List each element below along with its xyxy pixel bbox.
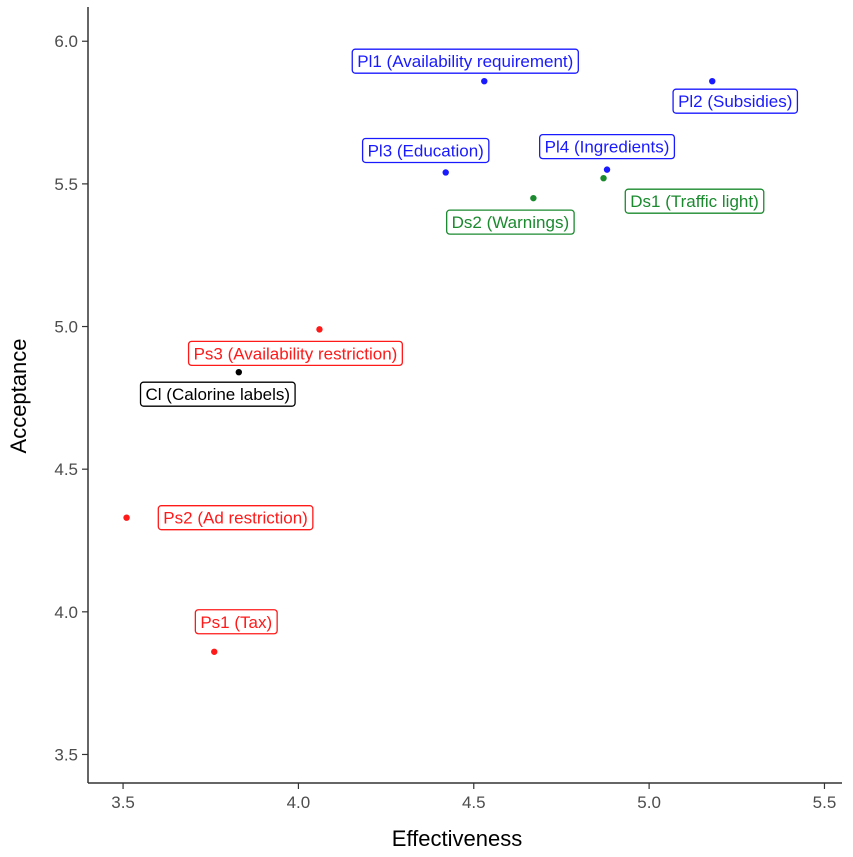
point-label: Ps1 (Tax) <box>194 609 278 635</box>
label-box <box>361 137 490 164</box>
label-text: Ps3 (Availability restriction) <box>194 344 398 363</box>
data-point <box>481 77 488 85</box>
point-label: Pl1 (Availability requirement) <box>351 48 579 74</box>
label-box <box>539 133 676 160</box>
x-axis-title: Effectiveness <box>392 826 522 851</box>
point-label: Pl3 (Education) <box>361 137 490 164</box>
label-box <box>194 609 278 635</box>
label-box <box>624 188 765 214</box>
label-text: Ds2 (Warnings) <box>452 213 569 232</box>
y-tick-label: 5.0 <box>54 318 78 337</box>
y-tick-label: 4.0 <box>54 603 78 622</box>
y-tick-label: 6.0 <box>54 32 78 51</box>
label-box <box>672 88 799 114</box>
label-box <box>139 381 296 407</box>
x-tick-label: 4.5 <box>462 793 486 812</box>
point-label: Pl4 (Ingredients) <box>539 133 676 160</box>
point-label: Ps2 (Ad restriction) <box>157 505 314 531</box>
label-text: Pl1 (Availability requirement) <box>357 52 573 71</box>
label-text: Ds1 (Traffic light) <box>630 192 758 211</box>
label-text: Pl3 (Education) <box>368 141 484 160</box>
data-point <box>235 368 242 376</box>
axes <box>87 7 842 784</box>
label-text: Ps1 (Tax) <box>200 613 272 632</box>
data-point <box>603 166 611 173</box>
label-text: Cl (Calorine labels) <box>146 385 291 404</box>
y-tick-label: 4.5 <box>54 460 78 479</box>
data-point <box>600 174 607 182</box>
data-point <box>211 648 218 655</box>
label-text: Ps2 (Ad restriction) <box>163 509 308 528</box>
point-label: Ps3 (Availability restriction) <box>187 340 403 367</box>
label-text: Pl2 (Subsidies) <box>678 92 792 111</box>
data-point <box>442 169 449 176</box>
x-ticks: 3.5 4.0 4.5 5.0 5.5 <box>111 783 836 812</box>
point-label: Pl2 (Subsidies) <box>672 88 799 114</box>
label-box <box>351 48 579 74</box>
x-tick-label: 5.0 <box>637 793 661 812</box>
y-tick-label: 5.5 <box>54 175 78 194</box>
point-label: Ds2 (Warnings) <box>446 209 575 235</box>
label-box <box>157 505 314 531</box>
y-ticks: 3.5 4.0 4.5 5.0 5.5 6.0 <box>54 32 88 764</box>
label-box <box>187 340 403 367</box>
data-point <box>316 326 323 333</box>
label-box <box>446 209 575 235</box>
x-tick-label: 5.5 <box>813 793 837 812</box>
label-text: Pl4 (Ingredients) <box>545 138 670 157</box>
data-point <box>709 77 716 85</box>
data-point <box>123 514 130 521</box>
point-labels: Pl1 (Availability requirement) Pl2 (Subsi… <box>139 48 799 635</box>
x-tick-label: 3.5 <box>111 793 135 812</box>
x-tick-label: 4.0 <box>287 793 311 812</box>
y-tick-label: 3.5 <box>54 745 78 764</box>
point-label: Cl (Calorine labels) <box>139 381 296 407</box>
point-label: Ds1 (Traffic light) <box>624 188 765 214</box>
data-point <box>530 194 537 202</box>
data-points <box>123 77 716 655</box>
y-axis-title: Acceptance <box>6 339 31 454</box>
